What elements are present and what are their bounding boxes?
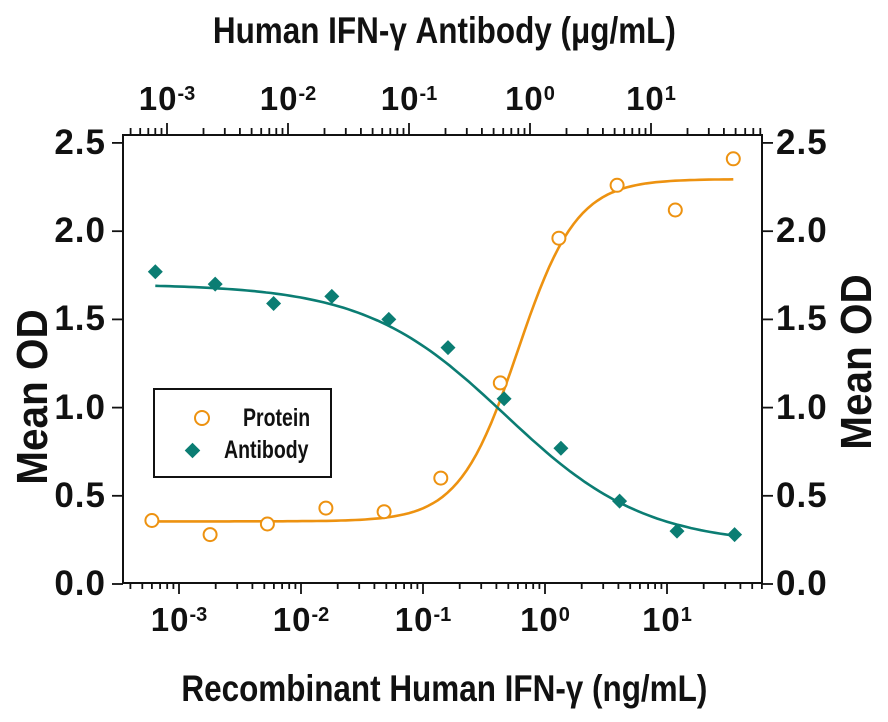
protein-data-point xyxy=(202,527,218,543)
legend-label-protein: Protein xyxy=(243,403,311,432)
top-axis-tick-label: 101 xyxy=(626,80,676,117)
protein-data-point xyxy=(259,516,275,532)
protein-data-point xyxy=(609,177,625,193)
antibody-data-point xyxy=(324,288,340,304)
antibody-data-point xyxy=(440,340,456,356)
plot-frame xyxy=(122,134,763,584)
protein-data-point xyxy=(551,230,567,246)
bottom-axis-tick-label: 10-2 xyxy=(272,601,330,638)
top-axis-tick-label: 100 xyxy=(505,80,555,117)
bottom-axis-tick-label: 101 xyxy=(642,601,692,638)
top-axis-tick-label: 10-3 xyxy=(138,80,196,117)
left-axis-tick-label: 0.0 xyxy=(54,564,106,603)
antibody-data-point xyxy=(207,276,223,292)
right-axis-tick-label: 2.5 xyxy=(776,123,828,162)
right-axis-tick-label: 0.0 xyxy=(776,564,828,603)
bottom-axis-title: Recombinant Human IFN-γ (ng/mL) xyxy=(0,668,888,710)
protein-data-point xyxy=(725,151,741,167)
protein-data-point xyxy=(667,202,683,218)
antibody-data-point xyxy=(266,296,282,311)
legend-item-protein: Protein xyxy=(155,402,330,434)
antibody-data-point xyxy=(612,493,628,509)
protein-fit-curve xyxy=(151,178,734,523)
left-axis-tick-label: 1.0 xyxy=(54,388,106,427)
antibody-fit-curve xyxy=(155,284,735,537)
protein-data-point xyxy=(376,504,392,520)
antibody-data-point xyxy=(381,311,397,327)
bottom-axis-title-text: Recombinant Human IFN-γ (ng/mL) xyxy=(181,668,707,709)
left-axis-tick-label: 1.5 xyxy=(54,299,106,338)
antibody-diamond-icon xyxy=(184,442,201,458)
top-axis-tick-label: 10-1 xyxy=(380,80,438,117)
antibody-data-point xyxy=(496,391,512,407)
top-axis-title: Human IFN-γ Antibody (μg/mL) xyxy=(0,10,888,52)
bottom-axis-tick-label: 10-1 xyxy=(394,601,452,638)
protein-data-point xyxy=(144,513,160,528)
legend-label-antibody: Antibody xyxy=(224,435,309,464)
left-axis-tick-label: 0.5 xyxy=(54,476,106,515)
antibody-data-point xyxy=(147,264,163,280)
left-axis-tick-label: 2.5 xyxy=(54,123,106,162)
antibody-data-point xyxy=(553,440,569,456)
protein-open-circle-icon xyxy=(187,410,217,426)
top-axis-title-text: Human IFN-γ Antibody (μg/mL) xyxy=(212,10,676,51)
antibody-data-point xyxy=(727,527,743,543)
right-axis-tick-label: 1.5 xyxy=(776,299,828,338)
top-axis-tick-label: 10-2 xyxy=(259,80,317,117)
right-axis-tick-label: 0.5 xyxy=(776,476,828,515)
bottom-axis-tick-label: 100 xyxy=(520,601,570,638)
legend: Protein Antibody xyxy=(153,388,332,478)
protein-data-point xyxy=(492,375,508,391)
right-axis-tick-label: 2.0 xyxy=(776,211,828,250)
bottom-axis-tick-label: 10-3 xyxy=(150,601,208,638)
protein-data-point xyxy=(318,500,334,516)
antibody-data-point xyxy=(669,523,685,539)
legend-item-antibody: Antibody xyxy=(155,434,330,466)
right-axis-tick-label: 1.0 xyxy=(776,388,828,427)
protein-data-point xyxy=(433,470,449,486)
left-axis-tick-label: 2.0 xyxy=(54,211,106,250)
